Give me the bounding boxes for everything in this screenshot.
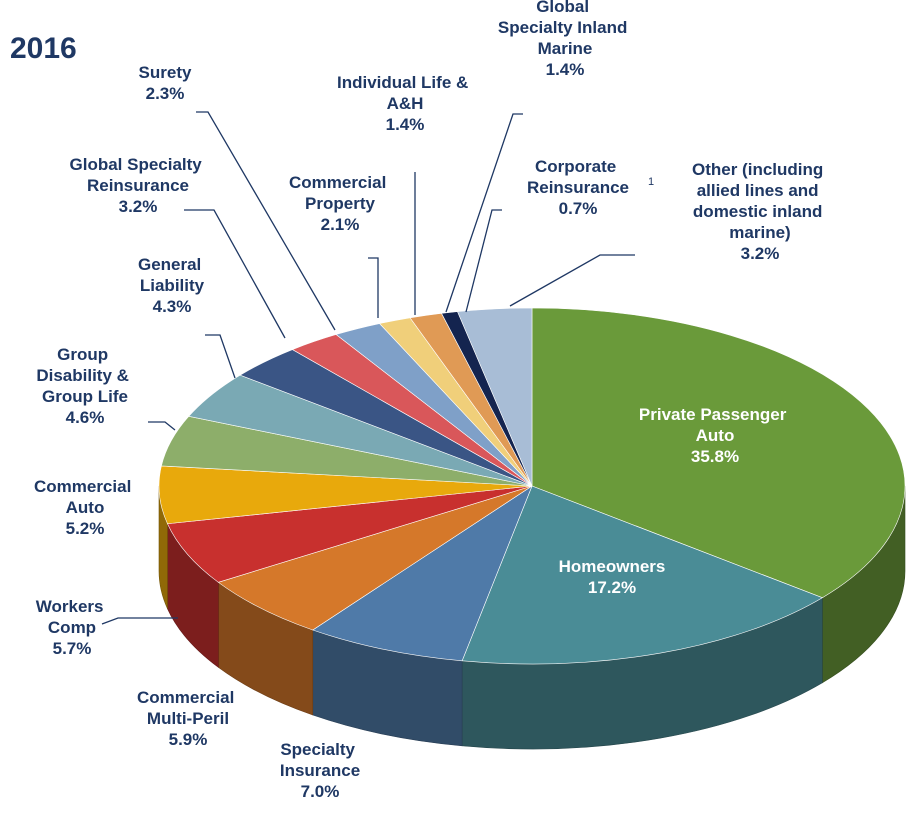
slice-label: Commercial Auto (34, 477, 136, 517)
footnote-mark: 1 (648, 176, 654, 188)
value-label: 2.1% (321, 215, 360, 234)
pie-slice (217, 485, 533, 631)
value-label: 5.2% (66, 519, 105, 538)
value-label: 4.6% (66, 408, 105, 427)
leader-line (184, 209, 286, 339)
pie-slice (531, 307, 906, 599)
value-label: 5.7% (53, 639, 92, 658)
value-label: 35.8% (691, 447, 739, 466)
slice-label: Commercial Multi-Peril (137, 688, 239, 728)
slice-label: Workers Comp (36, 597, 108, 637)
leader-line (148, 421, 176, 431)
value-label: 3.2% (119, 197, 158, 216)
slice-label: Commercial Property (289, 173, 391, 213)
slice-label: Global Specialty Inland Marine (498, 0, 632, 58)
value-label: 3.2% (741, 244, 780, 263)
value-label: 5.9% (169, 730, 208, 749)
leader-line (368, 257, 379, 318)
slice-label: Surety (139, 63, 192, 82)
slice-label: Specialty Insurance (280, 740, 360, 780)
value-label: 4.3% (153, 297, 192, 316)
pie-slice (461, 485, 824, 665)
pie (158, 307, 906, 750)
pie-slice (457, 307, 533, 487)
slice-label: Global Specialty Reinsurance (70, 155, 207, 195)
slice-label: Individual Life & A&H (337, 73, 473, 113)
pie-slice (312, 485, 533, 662)
leader-lines (101, 111, 635, 625)
value-label: 0.7% (559, 199, 598, 218)
slice-label: Group Disability & Group Life (36, 345, 133, 406)
value-label: 1.4% (546, 60, 585, 79)
chart-title: 2016 (10, 32, 77, 65)
slice-label: Corporate Reinsurance (527, 157, 629, 197)
leader-line (205, 334, 236, 379)
slice-label: Homeowners (559, 557, 666, 576)
leader-line (509, 254, 635, 307)
leader-line (101, 617, 178, 625)
value-label: 2.3% (146, 84, 185, 103)
slice-label: Private Passenger Auto (639, 405, 791, 445)
pie-slice (167, 485, 533, 583)
value-label: 7.0% (301, 782, 340, 801)
leader-line (465, 209, 502, 313)
slice-label: Other (including allied lines and domest… (692, 160, 828, 242)
value-label: 1.4% (386, 115, 425, 134)
leader-line (445, 113, 523, 313)
leader-line (196, 111, 336, 331)
slice-label: General Liability (138, 255, 206, 295)
value-label: 17.2% (588, 578, 636, 597)
